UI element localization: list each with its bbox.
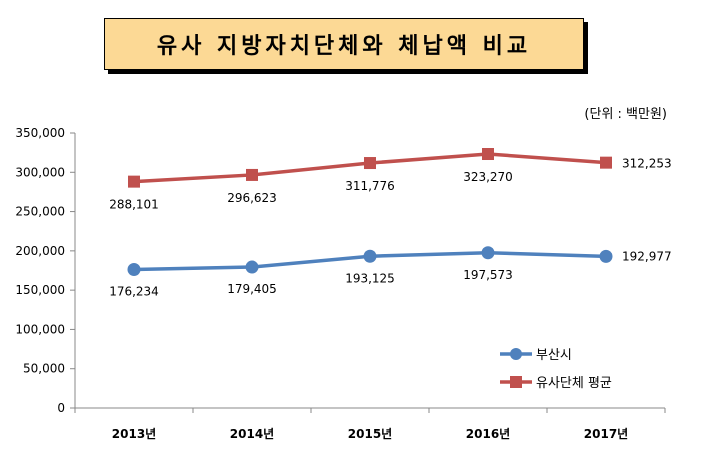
x-tick-label: 2015년 bbox=[348, 427, 392, 441]
y-tick-label: 350,000 bbox=[15, 126, 65, 140]
data-label: 176,234 bbox=[109, 285, 159, 299]
y-tick-label: 200,000 bbox=[15, 244, 65, 258]
title-box: 유사 지방자치단체와 체납액 비교 bbox=[104, 18, 584, 70]
data-label: 192,977 bbox=[622, 249, 672, 263]
y-tick-label: 50,000 bbox=[23, 362, 65, 376]
y-tick-label: 150,000 bbox=[15, 283, 65, 297]
data-point bbox=[246, 168, 258, 181]
data-point bbox=[481, 246, 495, 260]
legend-marker bbox=[510, 348, 522, 360]
y-tick-label: 250,000 bbox=[15, 205, 65, 219]
data-point bbox=[127, 263, 141, 277]
data-label: 179,405 bbox=[227, 282, 277, 296]
y-tick-label: 100,000 bbox=[15, 322, 65, 336]
data-point bbox=[245, 260, 259, 274]
data-point bbox=[482, 148, 494, 161]
data-label: 296,623 bbox=[227, 191, 277, 205]
y-tick-label: 0 bbox=[57, 401, 65, 415]
legend-label: 유사단체 평균 bbox=[536, 376, 612, 391]
y-tick-label: 300,000 bbox=[15, 165, 65, 179]
x-tick-label: 2013년 bbox=[112, 427, 156, 441]
x-tick-label: 2017년 bbox=[584, 427, 628, 441]
chart-title: 유사 지방자치단체와 체납액 비교 bbox=[156, 34, 532, 59]
legend-label: 부산시 bbox=[536, 348, 572, 363]
data-point bbox=[128, 175, 140, 188]
x-tick-label: 2014년 bbox=[230, 427, 274, 441]
unit-label: (단위 : 백만원) bbox=[584, 107, 667, 122]
data-label: 312,253 bbox=[622, 157, 672, 171]
data-point bbox=[364, 157, 376, 170]
data-label: 323,270 bbox=[463, 170, 513, 184]
data-label: 197,573 bbox=[463, 268, 513, 282]
data-point bbox=[363, 249, 377, 263]
data-point bbox=[599, 249, 613, 263]
x-tick-label: 2016년 bbox=[466, 427, 510, 441]
data-point bbox=[600, 156, 612, 169]
data-label: 288,101 bbox=[109, 198, 159, 212]
data-label: 193,125 bbox=[345, 271, 395, 285]
data-label: 311,776 bbox=[345, 179, 395, 193]
legend-marker bbox=[510, 376, 522, 388]
